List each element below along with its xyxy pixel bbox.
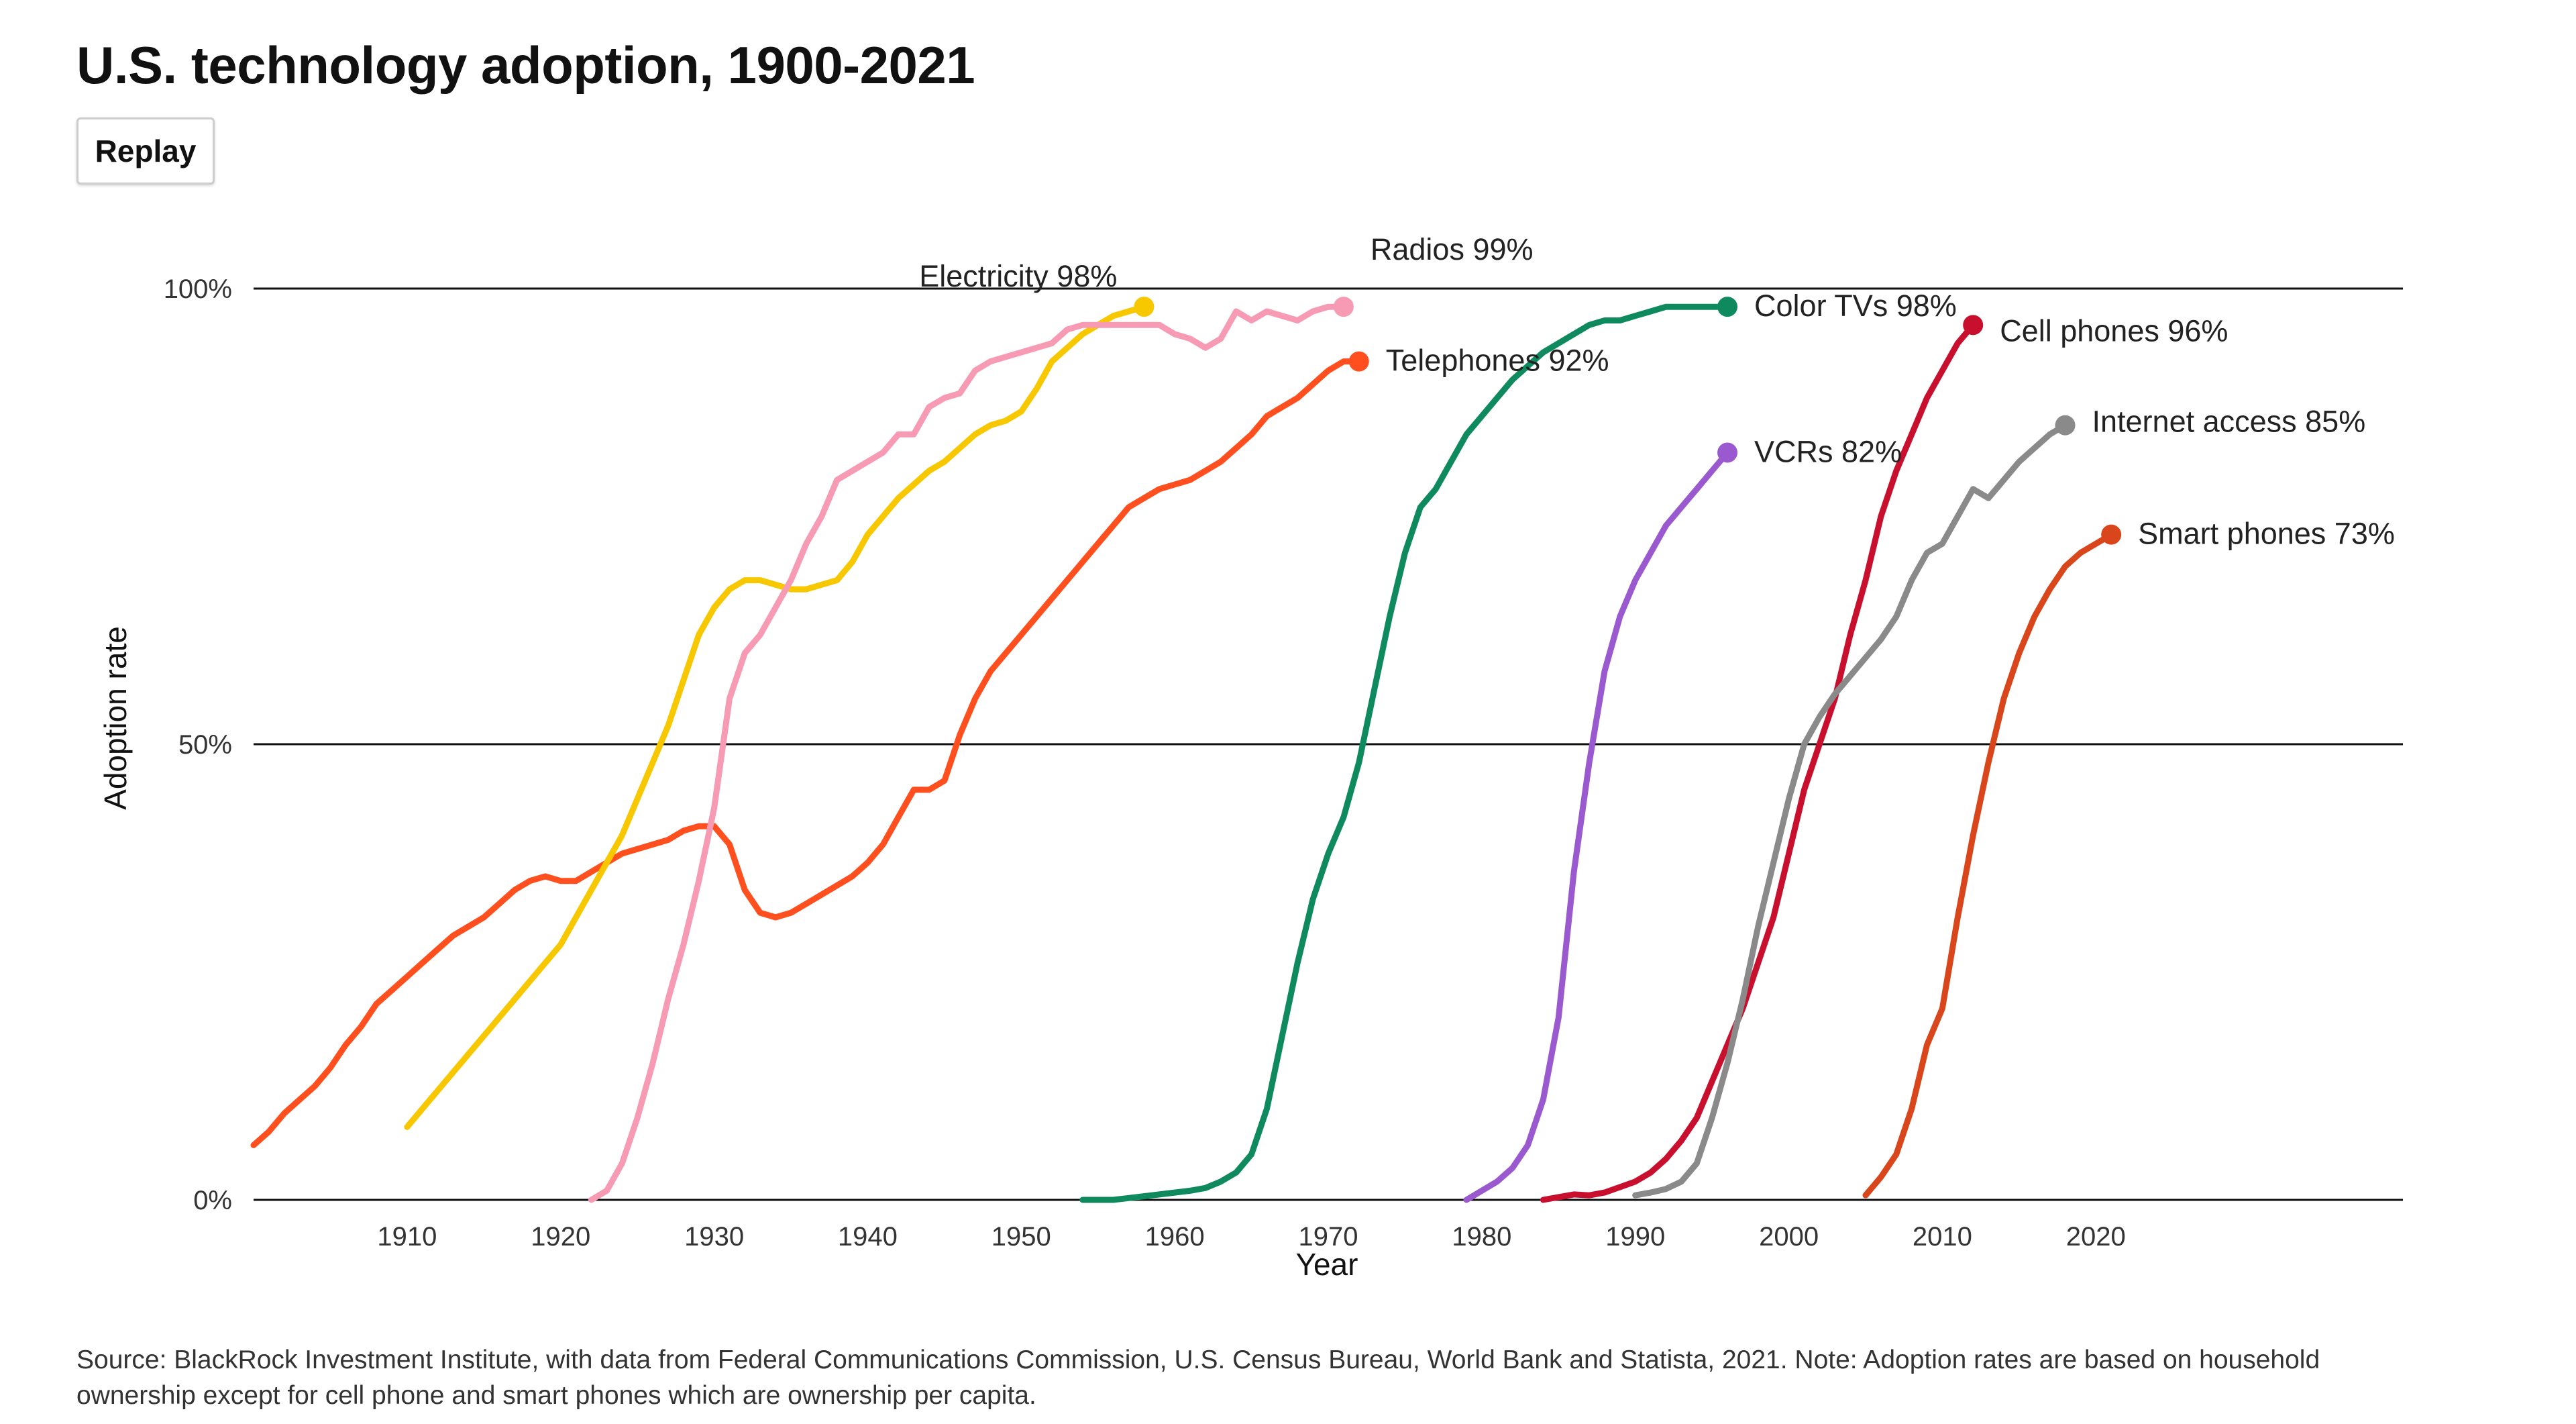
series-label-smart-phones: Smart phones 73% — [2138, 517, 2395, 551]
axis-ticks: 0% 50% 100% 1910 1920 1930 1940 1950 1960 1970 198… — [164, 274, 2126, 1252]
y-tick-label: 0% — [193, 1186, 232, 1215]
x-tick-label: 1970 — [1299, 1222, 1358, 1252]
series-label-radios: Radios 99% — [1371, 232, 1534, 266]
x-tick-label: 1940 — [838, 1222, 898, 1252]
series-end-dot-color-tvs — [1717, 297, 1738, 317]
chart-title: U.S. technology adoption, 1900-2021 — [76, 36, 975, 95]
source-note: Source: BlackRock Investment Institute, … — [76, 1345, 2320, 1410]
series-labels: Telephones 92% Electricity 98% Radios 99% C… — [919, 232, 2395, 550]
series-label-internet-access: Internet access 85% — [2092, 405, 2366, 439]
x-tick-label: 1910 — [377, 1222, 437, 1252]
series-end-dot-radios — [1333, 297, 1354, 317]
series-label-cell-phones: Cell phones 96% — [2000, 313, 2228, 348]
series-line-electricity — [404, 303, 1147, 1130]
series-end-dot-smart-phones — [2101, 524, 2122, 545]
y-axis-title: Adoption rate — [98, 626, 133, 810]
series-line-telephones — [250, 358, 1362, 1148]
x-tick-label: 1960 — [1145, 1222, 1205, 1252]
replay-button[interactable]: Replay — [76, 117, 215, 185]
series-label-telephones: Telephones 92% — [1386, 344, 1609, 378]
series-end-dot-electricity — [1134, 297, 1155, 317]
series-line-smart-phones — [1862, 531, 2114, 1199]
x-tick-label: 2010 — [1913, 1222, 1972, 1252]
series-end-dot-cell-phones — [1963, 315, 1984, 336]
series-end-dot-telephones — [1348, 351, 1369, 372]
x-tick-label: 1980 — [1452, 1222, 1511, 1252]
series-label-color-tvs: Color TVs 98% — [1754, 289, 1957, 323]
series-label-vcrs: VCRs 82% — [1754, 434, 1902, 468]
series-line-cell-phones — [1540, 321, 1976, 1203]
x-tick-label: 1950 — [991, 1222, 1051, 1252]
series-line-vcrs — [1463, 449, 1731, 1203]
gridlines — [254, 287, 2403, 1201]
x-tick-label: 1930 — [684, 1222, 744, 1252]
series-lines — [250, 297, 2122, 1203]
series-line-radios — [588, 303, 1347, 1203]
series-end-dot-internet-access — [2055, 415, 2076, 436]
series-line-internet-access — [1632, 422, 2068, 1199]
x-tick-label: 2000 — [1759, 1222, 1819, 1252]
x-tick-label: 2020 — [2066, 1222, 2126, 1252]
x-axis-title: Year — [1296, 1247, 1358, 1282]
series-line-color-tvs — [1079, 303, 1731, 1203]
axis-titles: Year Adoption rate — [98, 626, 1358, 1282]
x-tick-label: 1990 — [1605, 1222, 1665, 1252]
y-tick-label: 100% — [164, 274, 232, 304]
series-end-dot-vcrs — [1717, 442, 1738, 463]
y-tick-label: 50% — [178, 730, 232, 760]
x-tick-label: 1920 — [531, 1222, 590, 1252]
series-label-electricity: Electricity 98% — [919, 259, 1117, 293]
